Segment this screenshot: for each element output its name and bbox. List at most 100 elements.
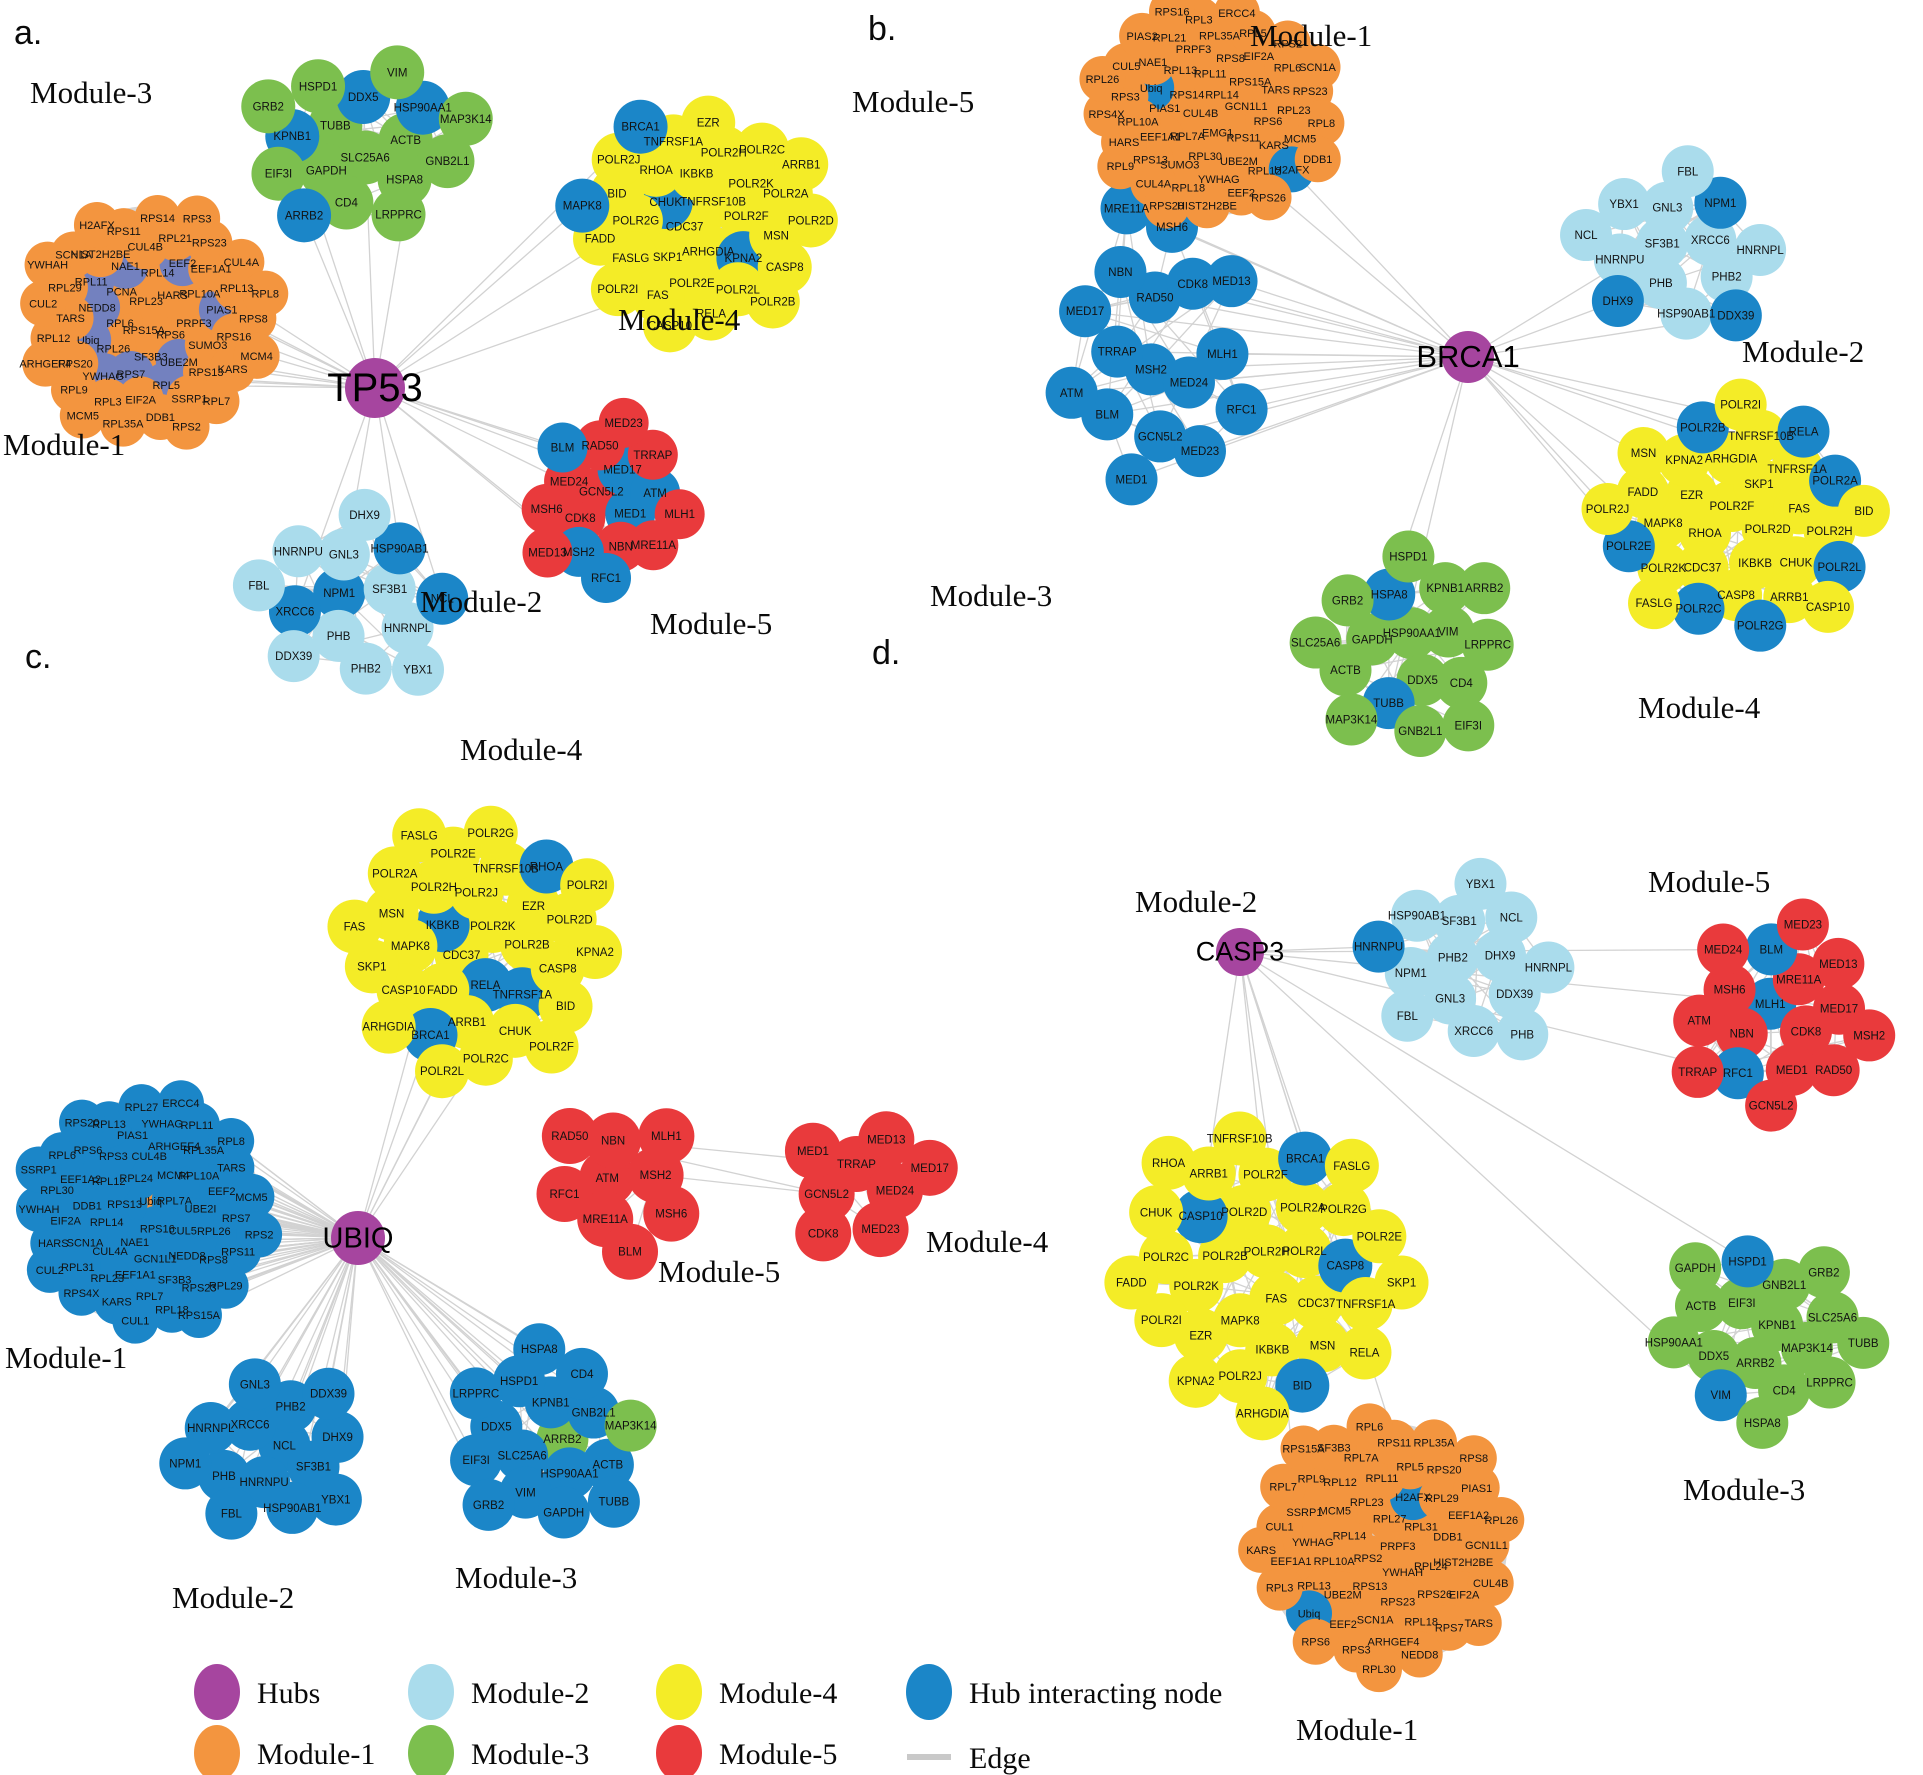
- node-POLR2A: [1275, 1180, 1330, 1235]
- node-SSRP1: [15, 1146, 62, 1193]
- node-label-HNRNPL: HNRNPL: [1736, 245, 1784, 257]
- node-MLH1: [638, 1108, 695, 1165]
- node-label-CHUK: CHUK: [499, 1026, 532, 1038]
- node-TRRAP: [627, 429, 678, 480]
- node-NPM1: [313, 567, 366, 620]
- node-label-CHUK: CHUK: [1780, 557, 1813, 569]
- node-RPS26: [1245, 174, 1292, 221]
- module-label-Module-2: Module-2: [420, 584, 542, 619]
- node-label-MAPK8: MAPK8: [563, 201, 602, 213]
- node-NPM1: [159, 1437, 212, 1490]
- node-MLH1: [1196, 327, 1249, 380]
- node-label-MAP3K14: MAP3K14: [440, 114, 492, 126]
- node-label-MCM5: MCM5: [1284, 133, 1316, 145]
- node-label-CUL4B: CUL4B: [1183, 108, 1218, 120]
- node-label-RPS26: RPS26: [1417, 1589, 1452, 1601]
- node-label-MED23: MED23: [861, 1224, 899, 1236]
- node-label-NAE1: NAE1: [111, 261, 140, 273]
- node-label-RPL26: RPL26: [1484, 1515, 1518, 1527]
- node-label-NEDD8: NEDD8: [78, 302, 115, 314]
- node-YWHAH: [24, 241, 71, 288]
- node-label-ARHGDIA: ARHGDIA: [682, 246, 735, 258]
- node-RPL35A: [99, 400, 146, 447]
- node-RPL9: [1097, 143, 1144, 190]
- node-label-NPM1: NPM1: [1704, 198, 1736, 210]
- node-label-SUMO3: SUMO3: [188, 340, 227, 352]
- node-label-RPS7: RPS7: [222, 1213, 251, 1225]
- node-label-HSP90AA1: HSP90AA1: [1645, 1337, 1703, 1349]
- node-RAD50: [1807, 1044, 1860, 1097]
- node-GNB2L1: [420, 134, 475, 189]
- node-NCL: [1485, 891, 1538, 944]
- node-label-RPS20: RPS20: [1427, 1464, 1462, 1476]
- node-label-SLC25A6: SLC25A6: [1291, 638, 1340, 650]
- panel-letter-c.: c.: [25, 638, 51, 676]
- node-label-LRPPRC: LRPPRC: [1806, 1377, 1853, 1389]
- node-label-GRB2: GRB2: [1808, 1267, 1839, 1279]
- node-BID: [1837, 484, 1890, 537]
- node-TUBB: [1837, 1316, 1890, 1369]
- node-label-CDK8: CDK8: [565, 513, 596, 525]
- node-label-RPS11: RPS11: [107, 226, 141, 238]
- node-label-POLR2G: POLR2G: [1737, 621, 1784, 633]
- node-label-Ubiq: Ubiq: [1298, 1608, 1321, 1620]
- node-label-ATM: ATM: [1688, 1016, 1711, 1028]
- node-label-POLR2F: POLR2F: [1710, 501, 1755, 513]
- node-label-IKBKB: IKBKB: [680, 169, 714, 181]
- node-label-EIF2A: EIF2A: [125, 394, 156, 406]
- nodes-layer: [15, 0, 1896, 1693]
- node-label-RFC1: RFC1: [1723, 1068, 1753, 1080]
- node-label-H2AFX: H2AFX: [79, 220, 115, 232]
- module-label-Module-5: Module-5: [658, 1254, 780, 1289]
- node-POLR2L: [1277, 1224, 1332, 1279]
- module-label-Module-5: Module-5: [852, 84, 974, 119]
- node-label-POLR2D: POLR2D: [788, 215, 834, 227]
- node-label-NPM1: NPM1: [169, 1458, 201, 1470]
- node-label-TNFRSF10B: TNFRSF10B: [1207, 1133, 1273, 1145]
- node-label-RPS6: RPS6: [1301, 1637, 1330, 1649]
- node-label-KPNB1: KPNB1: [532, 1397, 570, 1409]
- node-EIF3I: [450, 1434, 503, 1487]
- node-NPM1: [1694, 176, 1747, 229]
- node-label-GAPDH: GAPDH: [543, 1508, 584, 1520]
- node-MED13: [1205, 255, 1258, 308]
- node-label-KPNB1: KPNB1: [1426, 583, 1464, 595]
- node-XRCC6: [1447, 1004, 1500, 1057]
- node-label-CASP10: CASP10: [648, 320, 692, 332]
- node-RHOA: [519, 839, 574, 894]
- node-MED1: [1105, 453, 1158, 506]
- node-label-MED23: MED23: [1784, 920, 1822, 932]
- node-RPL29: [202, 1262, 249, 1309]
- node-label-FADD: FADD: [1627, 487, 1658, 499]
- node-label-KARS: KARS: [1246, 1545, 1276, 1557]
- node-label-EEF2: EEF2: [208, 1186, 236, 1198]
- node-label-RPS3: RPS3: [183, 213, 212, 225]
- node-label-RPS11: RPS11: [1377, 1438, 1411, 1450]
- node-label-FADD: FADD: [427, 985, 458, 997]
- node-CUL4B: [1467, 1560, 1514, 1607]
- node-CASP10: [1173, 1189, 1228, 1244]
- module-label-Module-1: Module-1: [1296, 1712, 1418, 1747]
- node-GRB2: [1321, 574, 1374, 627]
- node-label-CUL4B: CUL4B: [132, 1151, 167, 1163]
- node-label-HNRNPU: HNRNPU: [1354, 942, 1403, 954]
- node-label-SCN1A: SCN1A: [67, 1237, 104, 1249]
- hub-label-UBIQ: UBIQ: [323, 1222, 394, 1254]
- node-YWHAH: [15, 1186, 62, 1233]
- node-label-TRRAP: TRRAP: [837, 1159, 876, 1171]
- node-label-ERCC4: ERCC4: [162, 1098, 199, 1110]
- node-label-LRPPRC: LRPPRC: [1464, 640, 1511, 652]
- node-label-RPS2: RPS2: [1273, 39, 1302, 51]
- node-VIM: [1694, 1369, 1747, 1422]
- node-label-RFC1: RFC1: [549, 1189, 579, 1201]
- hub-edge: [374, 387, 564, 449]
- node-label-MED17: MED17: [1066, 306, 1104, 318]
- node-label-BLM: BLM: [618, 1247, 642, 1259]
- node-label-FBL: FBL: [248, 580, 270, 592]
- node-label-CUL1: CUL1: [121, 1316, 149, 1328]
- node-HSPA8: [1736, 1396, 1789, 1449]
- node-label-RPS15A: RPS15A: [1282, 1444, 1325, 1456]
- legend-label-Module-2: Module-2: [471, 1677, 589, 1710]
- node-label-MAPK8: MAPK8: [1221, 1315, 1260, 1327]
- node-label-MED23: MED23: [604, 418, 642, 430]
